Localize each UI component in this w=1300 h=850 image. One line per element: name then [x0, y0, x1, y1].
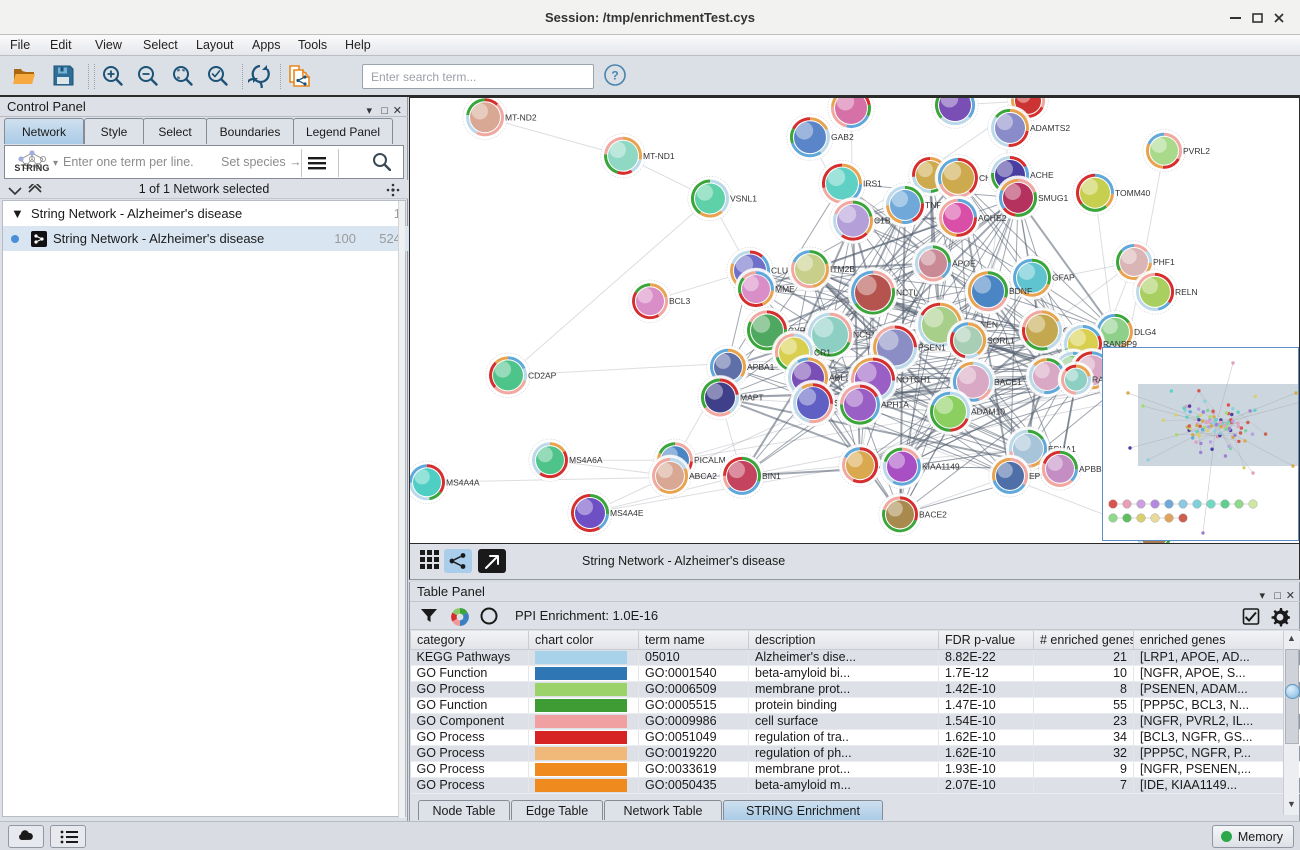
svg-text:CD2AP: CD2AP: [528, 370, 557, 380]
svg-text:GFAP: GFAP: [1052, 273, 1075, 283]
svg-text:BACE1: BACE1: [994, 377, 1022, 387]
svg-text:RELN: RELN: [1175, 287, 1198, 297]
svg-text:APBA1: APBA1: [747, 362, 775, 372]
svg-text:MS4A6A: MS4A6A: [569, 455, 603, 465]
svg-text:APOE: APOE: [952, 258, 976, 268]
svg-text:ADAM10: ADAM10: [971, 407, 1005, 417]
svg-text:NCTL: NCTL: [896, 288, 918, 298]
svg-text:PICALM: PICALM: [694, 455, 726, 465]
svg-text:GAB2: GAB2: [831, 132, 854, 142]
svg-text:PVRL2: PVRL2: [1183, 146, 1210, 156]
svg-text:ABCA2: ABCA2: [689, 471, 717, 481]
svg-text:MS4A4E: MS4A4E: [610, 508, 644, 518]
svg-text:MT-ND2: MT-ND2: [505, 112, 537, 122]
svg-text:ACHE: ACHE: [1030, 170, 1054, 180]
svg-text:DLG4: DLG4: [1134, 327, 1156, 337]
svg-text:CLU: CLU: [771, 266, 788, 276]
svg-text:SMUG1: SMUG1: [1038, 193, 1069, 203]
svg-text:PHF1: PHF1: [1153, 257, 1175, 267]
svg-text:KIAA1149: KIAA1149: [922, 462, 960, 472]
svg-text:TOMM40: TOMM40: [1115, 188, 1151, 198]
svg-text:MT-ND1: MT-ND1: [643, 151, 675, 161]
svg-text:MAPT: MAPT: [740, 392, 764, 402]
svg-text:BDNF: BDNF: [1009, 286, 1032, 296]
svg-text:BCL3: BCL3: [669, 296, 691, 306]
svg-text:?: ?: [611, 69, 618, 83]
svg-text:BACE2: BACE2: [919, 509, 947, 519]
svg-text:SORL1: SORL1: [987, 335, 1015, 345]
svg-text:ADAMTS2: ADAMTS2: [1030, 123, 1070, 133]
svg-text:VSNL1: VSNL1: [730, 194, 757, 204]
svg-text:MS4A4A: MS4A4A: [446, 477, 480, 487]
svg-text:ACHE2: ACHE2: [978, 213, 1007, 223]
svg-text:ITM2B: ITM2B: [830, 264, 855, 274]
svg-text:IRS1: IRS1: [863, 179, 882, 189]
svg-text:NOTCH1: NOTCH1: [896, 375, 931, 385]
svg-text:C1B: C1B: [874, 216, 891, 226]
svg-text:ABL2: ABL2: [829, 372, 850, 382]
svg-text:APH1A: APH1A: [881, 400, 909, 410]
svg-text:MME: MME: [775, 284, 795, 294]
svg-text:PSEN1: PSEN1: [918, 343, 946, 353]
svg-text:BIN1: BIN1: [762, 471, 781, 481]
